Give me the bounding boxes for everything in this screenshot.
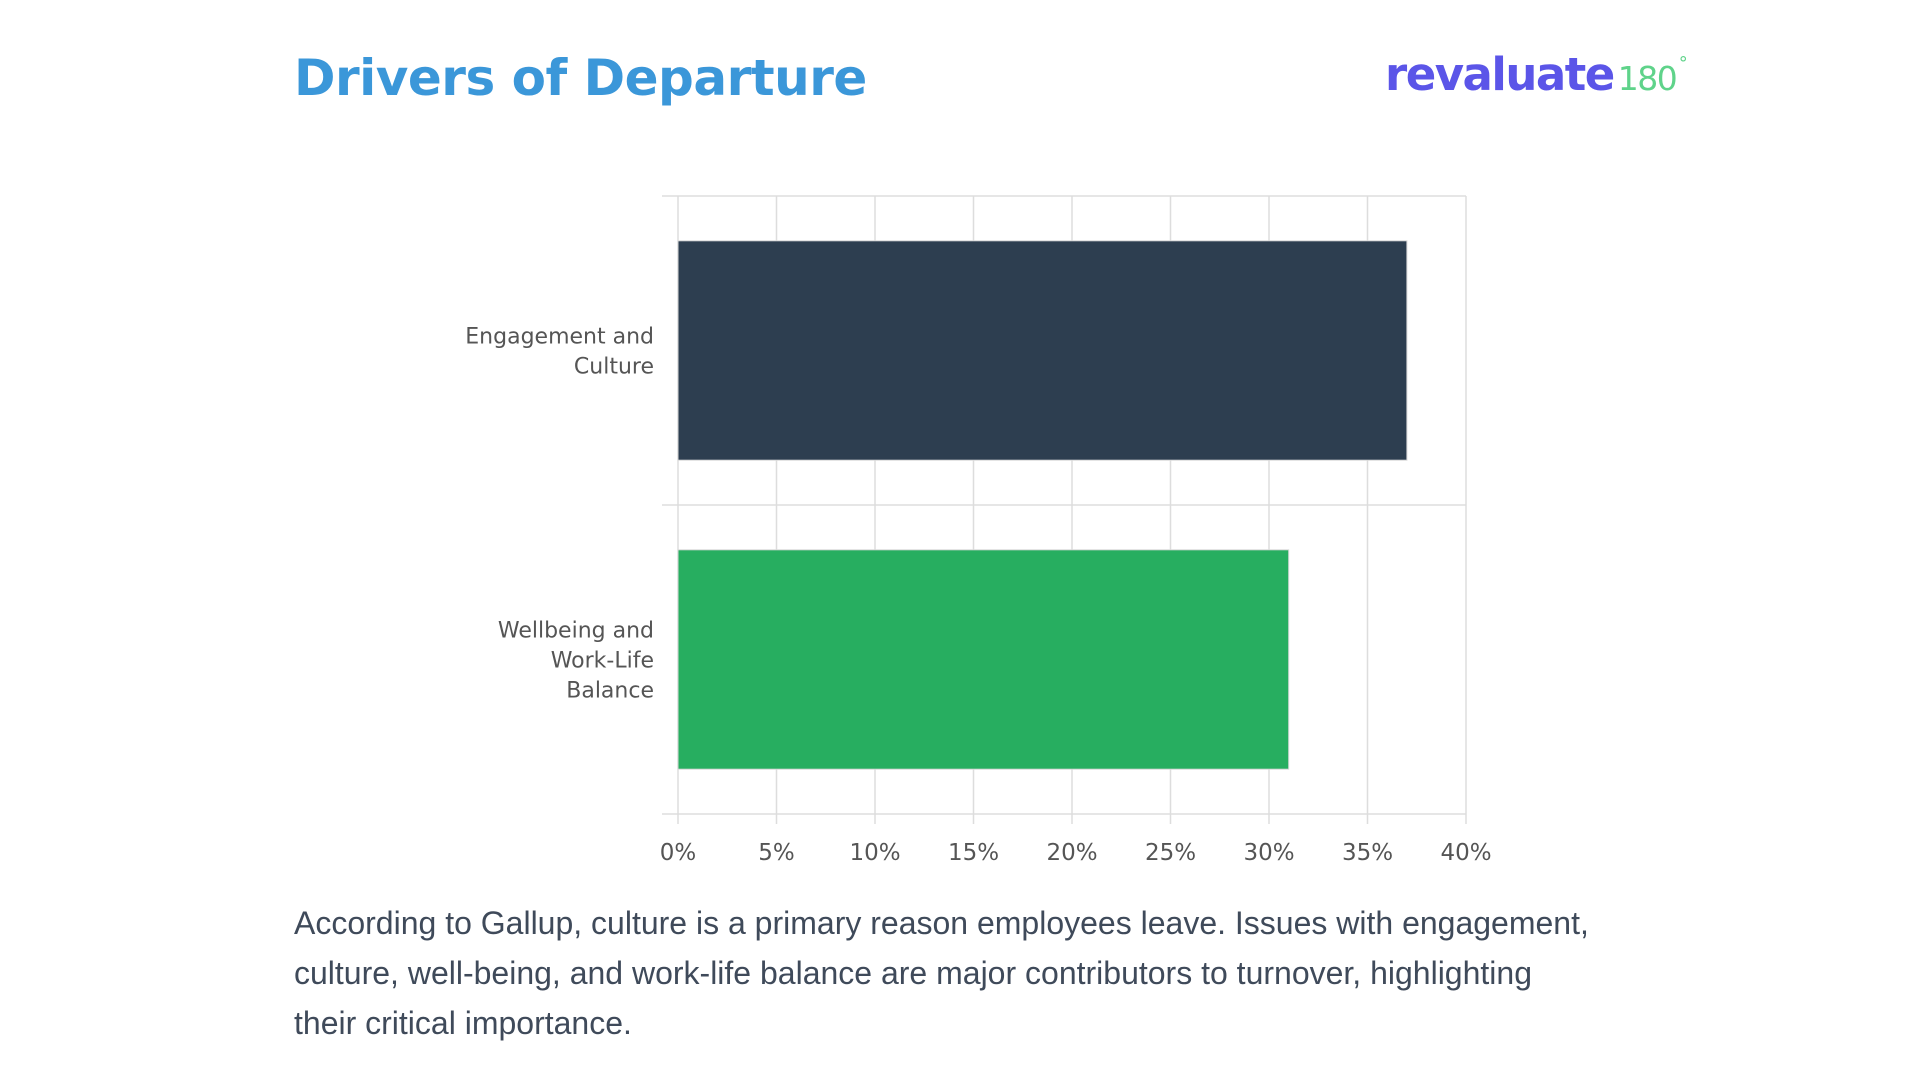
category-label: Engagement and <box>465 325 654 350</box>
category-label: Work-Life <box>551 649 654 674</box>
x-tick-label: 25% <box>1145 840 1196 866</box>
category-label: Balance <box>566 679 654 704</box>
x-tick-label: 20% <box>1046 840 1097 866</box>
x-tick-label: 35% <box>1342 840 1393 866</box>
chart-bars <box>677 240 1408 770</box>
brand-logo-number-text: 180 <box>1617 59 1678 98</box>
brand-logo-mark: ° <box>1678 53 1688 74</box>
category-label: Wellbeing and <box>498 619 654 644</box>
chart-x-tick-labels: 0% 5% 10% 15% 20% 25% 30% 35% 40% <box>660 840 1492 866</box>
x-tick-label: 10% <box>849 840 900 866</box>
x-tick-label: 15% <box>948 840 999 866</box>
chart-category-labels: Engagement and Culture Wellbeing and Work-L… <box>465 325 654 704</box>
caption-text: According to Gallup, culture is a primar… <box>294 905 1589 1041</box>
bar <box>677 240 1408 461</box>
x-tick-label: 0% <box>660 840 697 866</box>
brand-logo-number: 180 ° <box>1617 53 1688 98</box>
x-tick-label: 30% <box>1243 840 1294 866</box>
page-title: Drivers of Departure <box>294 49 867 107</box>
x-tick-label: 5% <box>758 840 795 866</box>
brand-logo: revaluate 180 ° <box>1385 48 1688 101</box>
brand-logo-word: revaluate <box>1385 48 1615 101</box>
category-label: Culture <box>574 355 654 380</box>
x-tick-label: 40% <box>1440 840 1491 866</box>
bar <box>677 549 1290 770</box>
